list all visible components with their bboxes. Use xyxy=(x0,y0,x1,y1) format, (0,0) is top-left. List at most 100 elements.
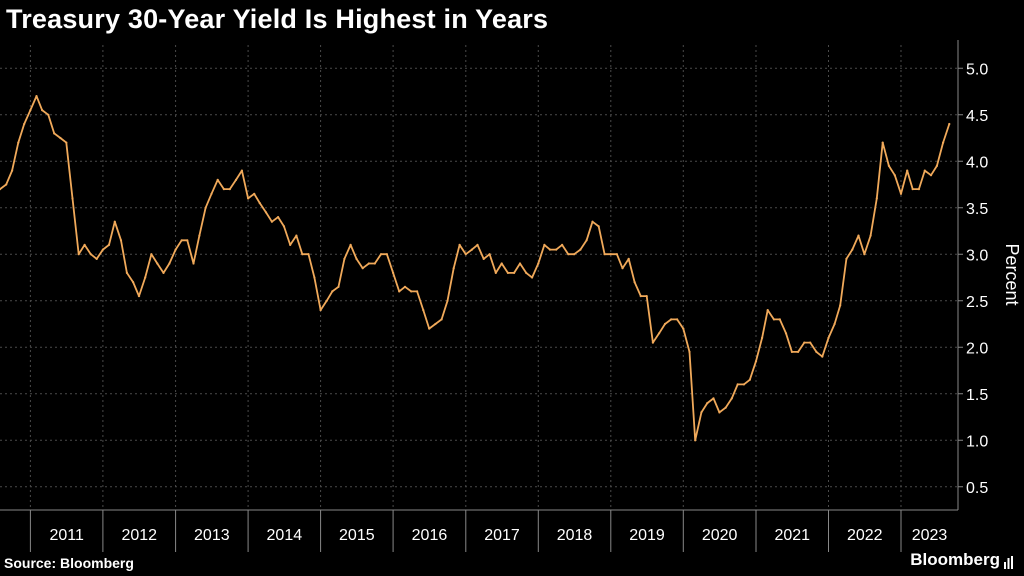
data-point xyxy=(270,220,273,223)
data-point xyxy=(875,197,878,200)
data-point xyxy=(627,257,630,260)
data-point xyxy=(797,350,800,353)
data-point xyxy=(464,253,467,256)
data-point xyxy=(295,234,298,237)
data-point xyxy=(518,262,522,265)
data-point xyxy=(663,322,667,326)
data-point xyxy=(688,350,691,353)
data-point xyxy=(561,243,564,246)
data-point xyxy=(833,322,836,326)
data-point xyxy=(476,243,479,246)
data-point xyxy=(500,262,503,265)
data-point xyxy=(264,211,268,214)
data-point xyxy=(863,253,866,256)
y-tick-label: 2.0 xyxy=(966,340,988,357)
x-tick-label: 2022 xyxy=(847,527,883,544)
data-point xyxy=(887,164,891,167)
data-point xyxy=(216,178,219,181)
data-point xyxy=(180,239,183,242)
data-point xyxy=(174,248,177,251)
data-point xyxy=(609,253,612,256)
data-point xyxy=(361,267,364,270)
data-point xyxy=(682,327,685,330)
data-point xyxy=(718,411,721,414)
data-point xyxy=(301,253,304,256)
data-point xyxy=(548,248,552,251)
data-point xyxy=(700,411,703,414)
data-point xyxy=(53,132,56,135)
data-point xyxy=(827,336,830,339)
source-note: Source: Bloomberg xyxy=(4,555,134,571)
data-point xyxy=(639,295,642,298)
y-tick-label: 1.5 xyxy=(966,387,988,404)
data-point xyxy=(869,234,872,237)
data-point xyxy=(89,253,92,256)
data-point xyxy=(29,109,32,112)
data-point xyxy=(35,95,38,98)
data-point xyxy=(458,243,461,246)
data-point xyxy=(742,383,746,386)
data-point xyxy=(676,318,679,321)
data-point xyxy=(319,309,322,312)
x-tick-label: 2014 xyxy=(267,527,303,544)
x-tick-label: 2015 xyxy=(339,527,375,544)
data-point xyxy=(694,439,697,442)
data-point xyxy=(162,271,165,274)
data-point xyxy=(772,318,776,321)
series-layer xyxy=(0,95,951,442)
y-tick-label: 0.5 xyxy=(966,480,988,497)
y-axis-title: Percent xyxy=(1002,243,1022,305)
data-point xyxy=(911,188,914,191)
y-tick-label: 4.0 xyxy=(966,154,988,171)
x-tick-label: 2017 xyxy=(484,527,520,544)
data-point xyxy=(567,253,570,256)
data-point xyxy=(935,164,939,167)
data-point xyxy=(144,276,147,279)
data-point xyxy=(525,271,528,274)
data-point xyxy=(23,122,26,126)
data-point xyxy=(579,248,582,251)
data-point xyxy=(392,271,395,274)
data-point xyxy=(168,262,171,265)
data-point xyxy=(289,243,292,246)
data-point xyxy=(367,262,370,265)
data-point xyxy=(77,253,80,256)
x-tick-label: 2013 xyxy=(194,527,230,544)
data-point xyxy=(906,169,909,172)
chart-title: Treasury 30-Year Yield Is Highest in Yea… xyxy=(6,4,549,34)
y-tick-label: 3.0 xyxy=(966,247,988,264)
data-point xyxy=(5,183,8,186)
y-tick-label: 1.0 xyxy=(966,433,988,450)
data-point xyxy=(17,141,20,144)
data-point xyxy=(603,253,606,256)
data-point xyxy=(452,267,455,270)
bloomberg-mark-icon xyxy=(1003,554,1014,569)
data-point xyxy=(313,276,316,279)
data-point xyxy=(192,262,195,265)
data-point xyxy=(470,248,473,251)
data-point xyxy=(349,243,352,246)
axis-labels: 0.5 1.0 1.5 2.0 2.5 3.0 3.5 4.0 4.5 5.0 2011 2012 20… xyxy=(49,61,1022,544)
data-point xyxy=(11,169,14,172)
data-point xyxy=(422,309,425,312)
data-point xyxy=(899,192,903,195)
data-point xyxy=(893,174,896,177)
x-tick-label: 2019 xyxy=(629,527,665,544)
data-point xyxy=(766,309,769,312)
data-point xyxy=(137,295,141,298)
data-point xyxy=(784,332,788,335)
data-point xyxy=(228,188,231,191)
data-point xyxy=(428,327,431,330)
data-point xyxy=(41,109,44,112)
x-tick-label: 2018 xyxy=(557,527,593,544)
gridlines xyxy=(0,45,958,510)
data-point xyxy=(373,262,376,265)
axes xyxy=(0,40,963,552)
data-point xyxy=(851,248,854,251)
data-point xyxy=(446,299,449,302)
data-point xyxy=(761,336,764,339)
data-point xyxy=(803,341,806,344)
x-tick-label: 2023 xyxy=(912,527,948,544)
data-point xyxy=(821,355,824,358)
